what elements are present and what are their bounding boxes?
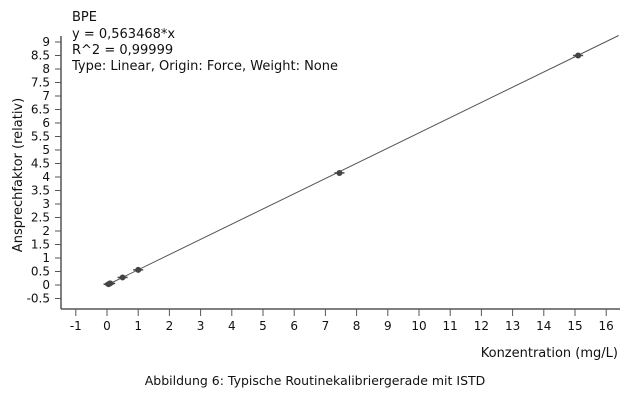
- x-tick-label: 0: [103, 319, 111, 333]
- x-tick-label: 11: [443, 319, 458, 333]
- x-tick-label: 14: [536, 319, 551, 333]
- x-tick-label: 5: [259, 319, 267, 333]
- y-tick-label: 9: [42, 35, 50, 49]
- figure-caption: Abbildung 6: Typische Routinekalibrierge…: [145, 373, 486, 388]
- y-tick-label: 3.5: [31, 184, 50, 198]
- x-tick-label: 4: [228, 319, 236, 333]
- x-tick-label: 10: [411, 319, 426, 333]
- y-tick-label: 0: [42, 278, 50, 292]
- y-axis-label: Ansprechfaktor (relativ): [11, 98, 26, 252]
- r-squared-annotation: R^2 = 0,99999: [72, 43, 173, 58]
- data-point: [336, 169, 343, 176]
- y-tick-label: -0.5: [27, 292, 50, 306]
- y-tick-label: 0.5: [31, 265, 50, 279]
- x-tick-label: 13: [505, 319, 520, 333]
- x-tick-label: 12: [474, 319, 489, 333]
- x-tick-label: 9: [384, 319, 392, 333]
- data-point: [575, 52, 582, 59]
- x-tick-label: 2: [166, 319, 174, 333]
- y-tick-label: 7.5: [31, 76, 50, 90]
- y-tick-label: 1.5: [31, 238, 50, 252]
- y-tick-label: 7: [42, 89, 50, 103]
- x-tick-label: 1: [134, 319, 142, 333]
- fit-line: [105, 35, 619, 287]
- x-tick-label: 16: [599, 319, 614, 333]
- y-tick-label: 5: [42, 143, 50, 157]
- y-tick-label: 4: [42, 170, 50, 184]
- data-point: [135, 266, 142, 273]
- data-point: [107, 280, 114, 287]
- x-tick-label: 15: [567, 319, 582, 333]
- x-tick-label: 7: [322, 319, 330, 333]
- x-tick-label: 3: [197, 319, 205, 333]
- y-tick-label: 6: [42, 116, 50, 130]
- y-tick-label: 6.5: [31, 103, 50, 117]
- y-tick-label: 1: [42, 251, 50, 265]
- y-tick-label: 8: [42, 62, 50, 76]
- y-tick-label: 3: [42, 197, 50, 211]
- y-tick-label: 4.5: [31, 157, 50, 171]
- y-tick-label: 2.5: [31, 211, 50, 225]
- x-tick-label: 6: [290, 319, 298, 333]
- equation-annotation: y = 0,563468*x: [72, 27, 175, 42]
- fit-type-annotation: Type: Linear, Origin: Force, Weight: Non…: [71, 59, 338, 74]
- x-tick-label: 8: [353, 319, 361, 333]
- x-tick-label: -1: [70, 319, 82, 333]
- data-point: [119, 274, 126, 281]
- y-tick-label: 8.5: [31, 49, 50, 63]
- x-axis-label: Konzentration (mg/L): [481, 346, 618, 361]
- y-tick-label: 2: [42, 224, 50, 238]
- y-tick-label: 5.5: [31, 130, 50, 144]
- chart-title: BPE: [72, 10, 97, 25]
